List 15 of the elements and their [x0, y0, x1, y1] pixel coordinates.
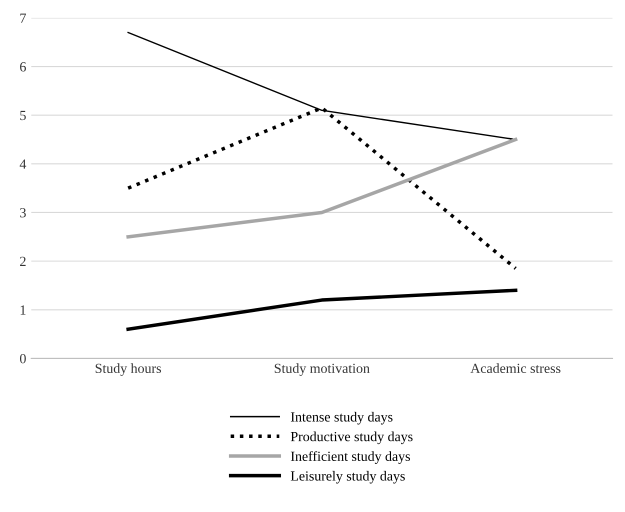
y-tick-label: 6: [20, 62, 26, 72]
legend-label: Leisurely study days: [290, 470, 405, 484]
legend-label: Productive study days: [290, 432, 413, 444]
legend-label: Intense study days: [290, 412, 392, 424]
y-tick-label: 1: [20, 305, 26, 315]
y-tick-label: 0: [20, 354, 26, 364]
legend-label: Inefficient study days: [290, 451, 410, 464]
y-tick-label: 2: [20, 256, 26, 266]
x-tick-label: Study hours: [96, 363, 161, 376]
y-tick-label: 7: [20, 14, 26, 23]
y-tick-label: 5: [20, 110, 26, 120]
y-tick-label: 3: [20, 208, 26, 218]
x-tick-label: Study motivation: [274, 363, 370, 376]
y-tick-label: 4: [20, 160, 26, 169]
x-tick-label: Academic stress: [470, 363, 560, 374]
